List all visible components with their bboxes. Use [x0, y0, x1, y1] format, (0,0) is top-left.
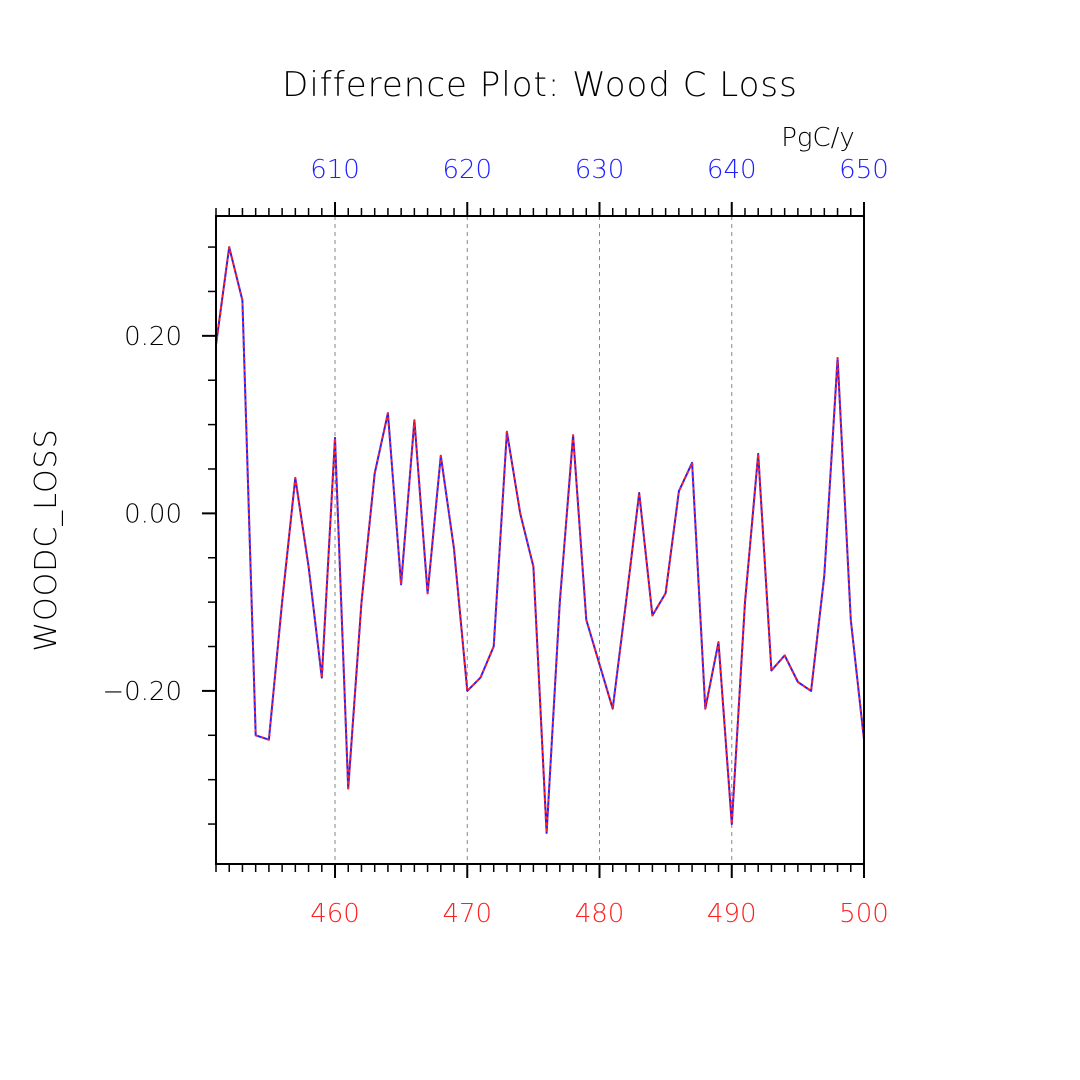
y-tick-label: 0.00 — [124, 499, 182, 529]
x-tick-label-top: 640 — [707, 155, 757, 185]
x-tick-label-bottom: 480 — [575, 899, 625, 929]
x-tick-label-bottom: 470 — [442, 899, 492, 929]
y-axis-label: WOODC_LOSS — [29, 428, 64, 651]
x-tick-label-bottom: 500 — [839, 899, 889, 929]
x-tick-label-top: 650 — [839, 155, 889, 185]
tick-labels: 460 470 480 490 500 610 620 630 640 650 0.20 0.00 −0… — [102, 155, 889, 929]
x-tick-label-top: 610 — [310, 155, 360, 185]
x-tick-label-top: 630 — [575, 155, 625, 185]
chart-title: Difference Plot: Wood C Loss — [282, 65, 798, 105]
y-tick-label: 0.20 — [124, 322, 182, 352]
series-line-red — [215, 246, 865, 834]
y-tick-label: −0.20 — [102, 677, 182, 707]
series-line-blue — [215, 246, 865, 834]
plot-frame — [215, 215, 865, 865]
x-tick-label-bottom: 460 — [310, 899, 360, 929]
series-lines — [215, 246, 865, 834]
gridlines — [334, 216, 733, 864]
axis-ticks — [202, 202, 865, 878]
units-label: PgC/y — [781, 123, 855, 153]
x-tick-label-bottom: 490 — [707, 899, 757, 929]
x-tick-label-top: 620 — [442, 155, 492, 185]
